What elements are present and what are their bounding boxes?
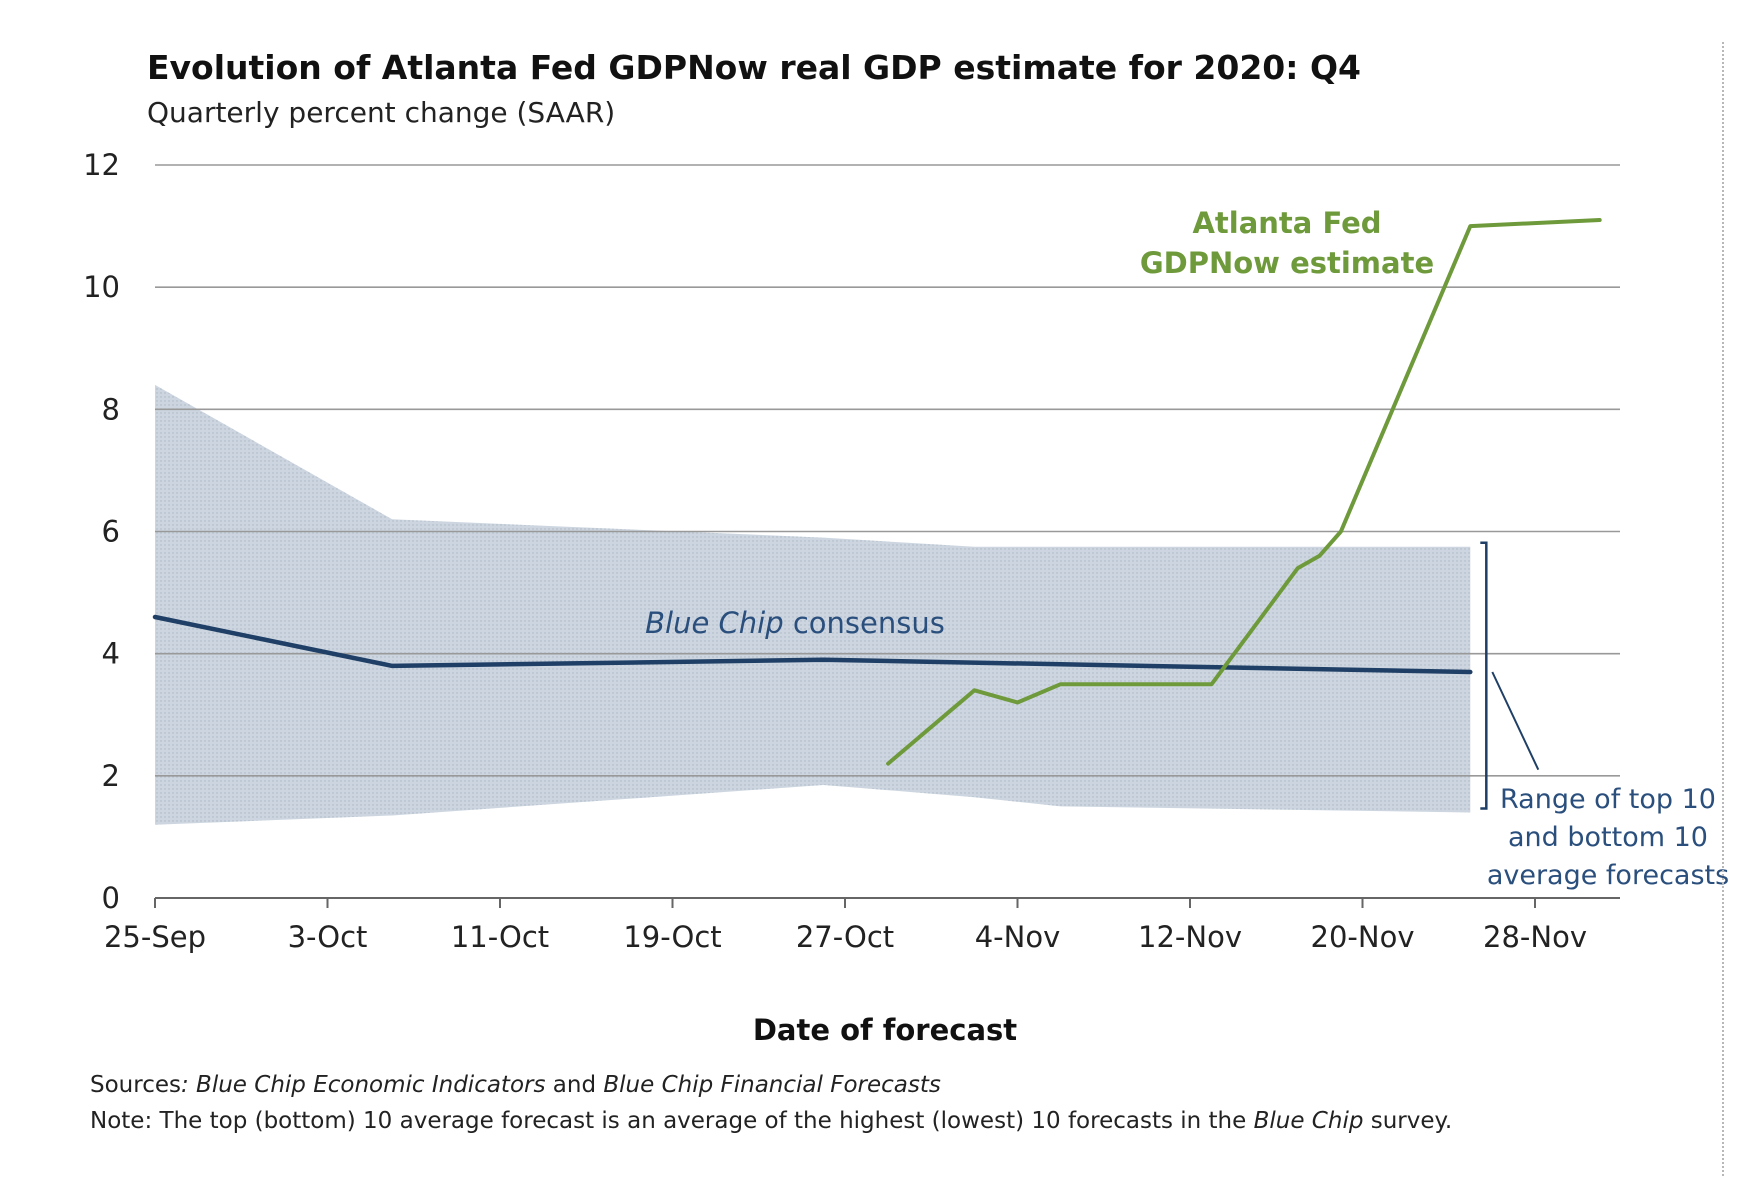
note-lead: Note: [90, 1108, 145, 1134]
y-tick-label-2: 2: [102, 759, 120, 793]
y-tick-label-8: 8: [102, 392, 120, 426]
y-tick-label-0: 0: [102, 881, 120, 915]
range-band: [155, 384, 1471, 825]
sources-and: and: [545, 1072, 604, 1098]
consensus-line: [152, 614, 1473, 675]
y-tick-label-4: 4: [102, 637, 120, 671]
sources-italic-1: Blue Chip Economic Indicators: [196, 1072, 546, 1098]
x-tick-label-5: 4-Nov: [975, 920, 1061, 954]
footer-note: Note: The top (bottom) 10 average foreca…: [90, 1108, 1452, 1134]
x-tick-label-1: 3-Oct: [288, 920, 368, 954]
x-axis-label: Date of forecast: [753, 1013, 1017, 1047]
x-tick-label-7: 20-Nov: [1311, 920, 1415, 954]
sources-colon: :: [180, 1072, 197, 1098]
sources-lead: Sources: [90, 1072, 181, 1098]
x-tick-label-4: 27-Oct: [796, 920, 894, 954]
note-italic: Blue Chip: [1253, 1108, 1364, 1134]
note-text-1: : The top (bottom) 10 average forecast i…: [144, 1108, 1254, 1134]
sources-italic-2: Blue Chip Financial Forecasts: [603, 1072, 941, 1098]
y-tick-label-6: 6: [102, 515, 120, 549]
x-tick-label-6: 12-Nov: [1138, 920, 1242, 954]
consensus-label-rest: consensus: [784, 606, 945, 640]
gdpnow-line: [886, 218, 1602, 766]
consensus-label: Blue Chip consensus: [645, 606, 945, 640]
frame-border: [1722, 42, 1726, 1176]
x-tick-label-2: 11-Oct: [451, 920, 549, 954]
label-layer: Atlanta Fed GDPNow estimate Blue Chip cons…: [645, 206, 1729, 891]
x-axis-layer: 25-Sep 3-Oct 11-Oct 19-Oct 27-Oct 4-Nov 12-Nov…: [104, 897, 1620, 1047]
y-tick-label-12: 12: [83, 148, 120, 182]
x-tick-label-0: 25-Sep: [104, 920, 206, 954]
range-pointer: [1491, 671, 1540, 771]
range-label-line-0: Range of top 10: [1500, 784, 1716, 815]
chart-subtitle: Quarterly percent change (SAAR): [147, 96, 616, 129]
chart-title: Evolution of Atlanta Fed GDPNow real GDP…: [147, 48, 1361, 87]
grid-layer: 0 2 4 6 8 10 12: [83, 148, 1620, 915]
x-tick-label-8: 28-Nov: [1483, 920, 1587, 954]
range-label-line-1: and bottom 10: [1508, 822, 1708, 853]
range-band-layer: [155, 384, 1471, 825]
y-tick-label-10: 10: [83, 270, 120, 304]
range-bracket: [1480, 541, 1488, 810]
footer-sources: Sources: Blue Chip Economic Indicators a…: [90, 1072, 941, 1098]
series-layer: [152, 218, 1602, 766]
range-label-line-2: average forecasts: [1487, 860, 1729, 891]
gdpnow-label-line-1: GDPNow estimate: [1140, 246, 1434, 280]
gdpnow-label-line-0: Atlanta Fed: [1192, 206, 1381, 240]
x-tick-label-3: 19-Oct: [623, 920, 721, 954]
note-text-2: survey.: [1363, 1108, 1453, 1134]
consensus-label-italic: Blue Chip: [645, 606, 784, 640]
